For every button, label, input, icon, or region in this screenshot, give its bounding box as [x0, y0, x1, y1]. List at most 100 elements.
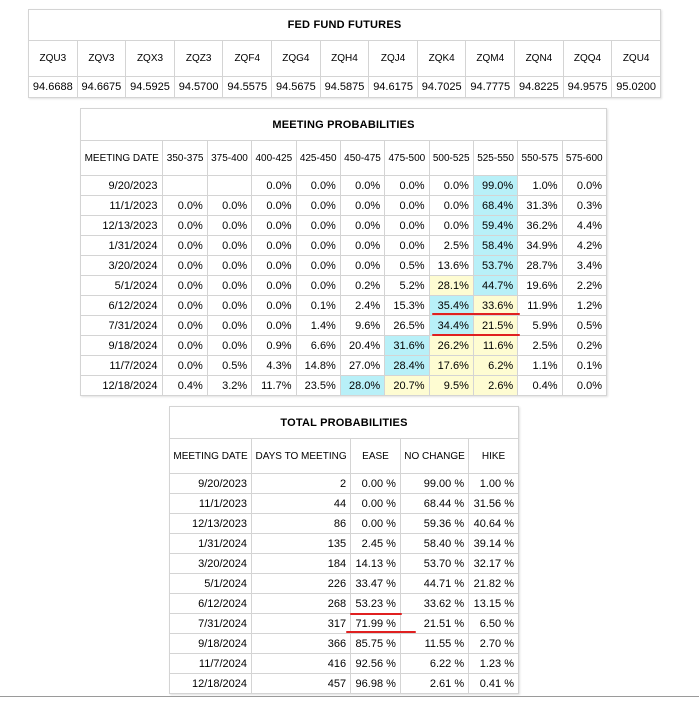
meeting-probability-cell: 9.6%: [339, 315, 386, 336]
futures-contract-header: ZQH4: [319, 40, 370, 77]
meeting-probability-cell: 0.0%: [428, 175, 474, 196]
total-no-change-cell: 58.40 %: [399, 533, 470, 554]
futures-price-cell: 94.5575: [222, 76, 273, 98]
total-days-cell: 2: [251, 473, 352, 494]
meeting-probability-cell: 0.2%: [561, 335, 608, 356]
total-ease-cell: 0.00 %: [350, 493, 401, 514]
futures-contract-header: ZQX3: [125, 40, 175, 77]
meeting-probability-cell: 0.4%: [162, 375, 208, 396]
futures-price-cell: 94.8225: [514, 76, 564, 98]
total-row: 6/12/2024 268 53.23 % 33.62 % 13.15 %: [168, 593, 519, 614]
meeting-probability-cell: [162, 175, 208, 196]
meeting-date-cell: 5/1/2024: [79, 275, 164, 296]
meeting-probability-cell: 28.4%: [384, 355, 430, 376]
total-ease-cell: 92.56 %: [350, 653, 401, 674]
meeting-row: 11/1/2023 0.0% 0.0% 0.0% 0.0% 0.0% 0.0% 0.0% 68.…: [79, 195, 608, 216]
meeting-probability-cell: 1.1%: [517, 355, 563, 376]
total-row: 1/31/2024 135 2.45 % 58.40 % 39.14 %: [168, 533, 519, 554]
total-ease-cell: 14.13 %: [350, 553, 401, 574]
total-ease-cell: 85.75 %: [350, 633, 401, 654]
total-column-header: DAYS TO MEETING: [251, 438, 352, 474]
meeting-date-cell: 9/20/2023: [79, 175, 164, 196]
total-column-header: MEETING DATE: [168, 438, 253, 474]
meeting-probabilities-table: MEETING PROBABILITIES MEETING DATE 350-37…: [79, 108, 608, 396]
total-hike-cell: 32.17 %: [468, 553, 519, 574]
total-column-header: EASE: [350, 438, 401, 474]
meeting-probability-cell: 31.3%: [517, 195, 563, 216]
meeting-probability-cell: 44.7%: [472, 275, 519, 296]
meeting-column-header: MEETING DATE: [79, 140, 164, 176]
meeting-probability-cell: 27.0%: [339, 355, 386, 376]
futures-price-cell: 94.6688: [28, 76, 78, 98]
meeting-probability-cell: 0.0%: [206, 195, 253, 216]
meeting-probability-cell: 6.6%: [295, 335, 341, 356]
meeting-probability-cell: 20.4%: [339, 335, 386, 356]
meeting-probability-cell: 13.6%: [428, 255, 474, 276]
meeting-column-header: 550-575: [517, 140, 563, 176]
futures-price-cell: 95.0200: [611, 76, 661, 98]
meeting-probability-cell: 20.7%: [384, 375, 430, 396]
meeting-row: 12/13/2023 0.0% 0.0% 0.0% 0.0% 0.0% 0.0% 0.0% 59…: [79, 215, 608, 236]
total-title: TOTAL PROBABILITIES: [169, 406, 519, 439]
total-hike-cell: 2.70 %: [468, 633, 519, 654]
total-ease-cell: 0.00 %: [350, 473, 401, 494]
meeting-probability-cell: 0.0%: [162, 295, 208, 316]
total-hike-cell: 31.56 %: [468, 493, 519, 514]
meeting-row: 3/20/2024 0.0% 0.0% 0.0% 0.0% 0.0% 0.5% 13.6% 53…: [79, 255, 608, 276]
meeting-probability-cell: 2.6%: [472, 375, 519, 396]
meeting-probability-cell: 5.2%: [384, 275, 430, 296]
meeting-probability-cell: 58.4%: [472, 235, 519, 256]
meeting-probability-cell: 0.0%: [162, 335, 208, 356]
meeting-probability-cell: 4.3%: [251, 355, 297, 376]
meeting-probability-cell: 28.7%: [517, 255, 563, 276]
meeting-probability-cell: 0.0%: [251, 235, 297, 256]
total-ease-cell: 33.47 %: [350, 573, 401, 594]
meeting-row: 7/31/2024 0.0% 0.0% 0.0% 1.4% 9.6% 26.5% 34.4% 2…: [79, 315, 608, 336]
meeting-probability-cell: 0.3%: [561, 195, 608, 216]
total-date-cell: 1/31/2024: [168, 533, 253, 554]
futures-title: FED FUND FUTURES: [28, 9, 661, 41]
meeting-probability-cell: 31.6%: [384, 335, 430, 356]
meeting-probability-cell: 0.0%: [162, 235, 208, 256]
futures-price-cell: 94.6175: [368, 76, 418, 98]
meeting-probability-cell: 0.0%: [251, 315, 297, 336]
fed-fund-futures-table: FED FUND FUTURES ZQU3 ZQV3 ZQX3 ZQZ3 ZQF4 ZQG…: [28, 9, 661, 98]
annotation-underline-total-jul: [346, 631, 416, 633]
futures-contract-header: ZQN4: [514, 40, 564, 77]
total-hike-cell: 40.64 %: [468, 513, 519, 534]
meeting-probability-cell: 2.5%: [517, 335, 563, 356]
meeting-probability-cell: 4.2%: [561, 235, 608, 256]
meeting-row: 5/1/2024 0.0% 0.0% 0.0% 0.0% 0.2% 5.2% 28.1% 44.…: [79, 275, 608, 296]
meeting-row: 6/12/2024 0.0% 0.0% 0.0% 0.1% 2.4% 15.3% 35.4% 3…: [79, 295, 608, 316]
total-days-cell: 457: [251, 673, 352, 694]
total-days-cell: 86: [251, 513, 352, 534]
meeting-probability-cell: 5.9%: [517, 315, 563, 336]
meeting-column-header: 475-500: [384, 140, 430, 176]
meeting-probability-cell: 59.4%: [472, 215, 519, 236]
meeting-probability-cell: 11.9%: [517, 295, 563, 316]
total-row: 7/31/2024 317 71.99 % 21.51 % 6.50 %: [168, 613, 519, 634]
total-date-cell: 3/20/2024: [168, 553, 253, 574]
total-ease-cell: 0.00 %: [350, 513, 401, 534]
futures-contract-header: ZQJ4: [368, 40, 418, 77]
total-ease-cell: 2.45 %: [350, 533, 401, 554]
total-no-change-cell: 44.71 %: [399, 573, 470, 594]
total-no-change-cell: 53.70 %: [399, 553, 470, 574]
meeting-probability-cell: 0.0%: [428, 195, 474, 216]
meeting-date-cell: 3/20/2024: [79, 255, 164, 276]
total-no-change-cell: 68.44 %: [399, 493, 470, 514]
meeting-probability-cell: 35.4%: [428, 295, 474, 316]
meeting-probability-cell: 28.0%: [339, 375, 386, 396]
annotation-underline-total-jun: [350, 613, 402, 615]
meeting-column-header: 400-425: [251, 140, 297, 176]
total-no-change-cell: 59.36 %: [399, 513, 470, 534]
futures-contract-header: ZQG4: [271, 40, 321, 77]
meeting-probability-cell: 0.0%: [162, 255, 208, 276]
total-hike-cell: 1.23 %: [468, 653, 519, 674]
meeting-probability-cell: 17.6%: [428, 355, 474, 376]
futures-contract-header: ZQQ4: [562, 40, 613, 77]
meeting-probability-cell: 0.0%: [561, 375, 608, 396]
futures-price-cell: 94.6675: [76, 76, 127, 98]
total-row: 9/20/2023 2 0.00 % 99.00 % 1.00 %: [168, 473, 519, 494]
total-date-cell: 9/20/2023: [168, 473, 253, 494]
